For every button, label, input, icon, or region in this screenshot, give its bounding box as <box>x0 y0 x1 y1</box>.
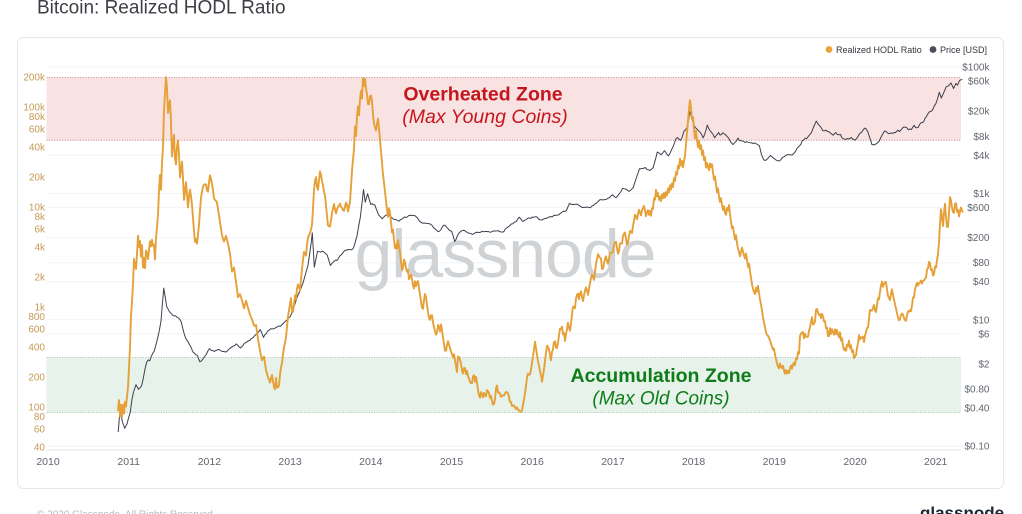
svg-text:$0.80: $0.80 <box>964 385 989 396</box>
svg-text:$200: $200 <box>967 233 990 244</box>
svg-text:$8k: $8k <box>973 132 990 143</box>
svg-text:$4k: $4k <box>973 151 990 162</box>
svg-text:2020: 2020 <box>843 456 867 468</box>
svg-text:Accumulation Zone: Accumulation Zone <box>571 365 752 387</box>
svg-text:20k: 20k <box>29 172 46 183</box>
svg-text:60k: 60k <box>29 125 46 136</box>
svg-text:$1k: $1k <box>973 189 990 200</box>
svg-text:2k: 2k <box>34 272 46 283</box>
svg-text:100k: 100k <box>23 103 46 114</box>
svg-text:800: 800 <box>28 312 45 323</box>
svg-text:8k: 8k <box>34 212 46 223</box>
svg-text:$20k: $20k <box>968 107 991 118</box>
svg-text:$60k: $60k <box>968 77 991 88</box>
svg-text:2021: 2021 <box>924 456 948 468</box>
svg-text:600: 600 <box>28 325 45 336</box>
svg-text:6k: 6k <box>34 225 46 236</box>
svg-text:2019: 2019 <box>763 456 787 468</box>
svg-text:Price [USD]: Price [USD] <box>940 45 987 55</box>
svg-text:100: 100 <box>28 403 45 414</box>
svg-text:Overheated Zone: Overheated Zone <box>403 84 562 106</box>
svg-text:2010: 2010 <box>36 456 60 468</box>
svg-text:60: 60 <box>34 425 46 436</box>
svg-text:2018: 2018 <box>682 456 706 468</box>
svg-text:2013: 2013 <box>278 456 302 468</box>
svg-text:$100k: $100k <box>962 63 990 74</box>
svg-text:$2: $2 <box>978 360 990 371</box>
svg-text:40: 40 <box>34 442 46 453</box>
svg-text:Realized HODL Ratio: Realized HODL Ratio <box>836 45 922 55</box>
svg-text:Bitcoin: Realized HODL Ratio: Bitcoin: Realized HODL Ratio <box>37 0 286 19</box>
svg-text:80: 80 <box>34 412 46 423</box>
svg-text:(Max Old Coins): (Max Old Coins) <box>592 389 729 410</box>
svg-text:200k: 200k <box>23 72 46 83</box>
svg-text:80k: 80k <box>29 112 46 123</box>
svg-text:4k: 4k <box>34 242 46 253</box>
svg-text:$0.10: $0.10 <box>964 442 989 453</box>
svg-text:$0.40: $0.40 <box>964 404 989 415</box>
svg-text:$40: $40 <box>973 277 990 288</box>
svg-text:1k: 1k <box>34 303 46 314</box>
svg-text:2012: 2012 <box>198 456 222 468</box>
svg-text:2014: 2014 <box>359 456 383 468</box>
svg-text:$10: $10 <box>973 315 990 326</box>
svg-text:$80: $80 <box>973 258 990 269</box>
svg-text:glassnode: glassnode <box>920 504 1004 514</box>
svg-text:$6: $6 <box>978 329 990 340</box>
svg-text:200: 200 <box>28 372 45 383</box>
svg-text:2015: 2015 <box>440 456 464 468</box>
svg-text:2011: 2011 <box>117 456 140 468</box>
svg-text:2017: 2017 <box>601 456 625 468</box>
svg-text:$600: $600 <box>967 203 990 214</box>
svg-text:(Max Young Coins): (Max Young Coins) <box>402 106 567 128</box>
svg-text:2016: 2016 <box>521 456 545 468</box>
svg-text:400: 400 <box>28 342 45 353</box>
svg-text:© 2020 Glassnode. All Rights R: © 2020 Glassnode. All Rights Reserved. <box>37 510 216 514</box>
svg-text:10k: 10k <box>29 203 46 214</box>
svg-text:40k: 40k <box>29 142 46 153</box>
